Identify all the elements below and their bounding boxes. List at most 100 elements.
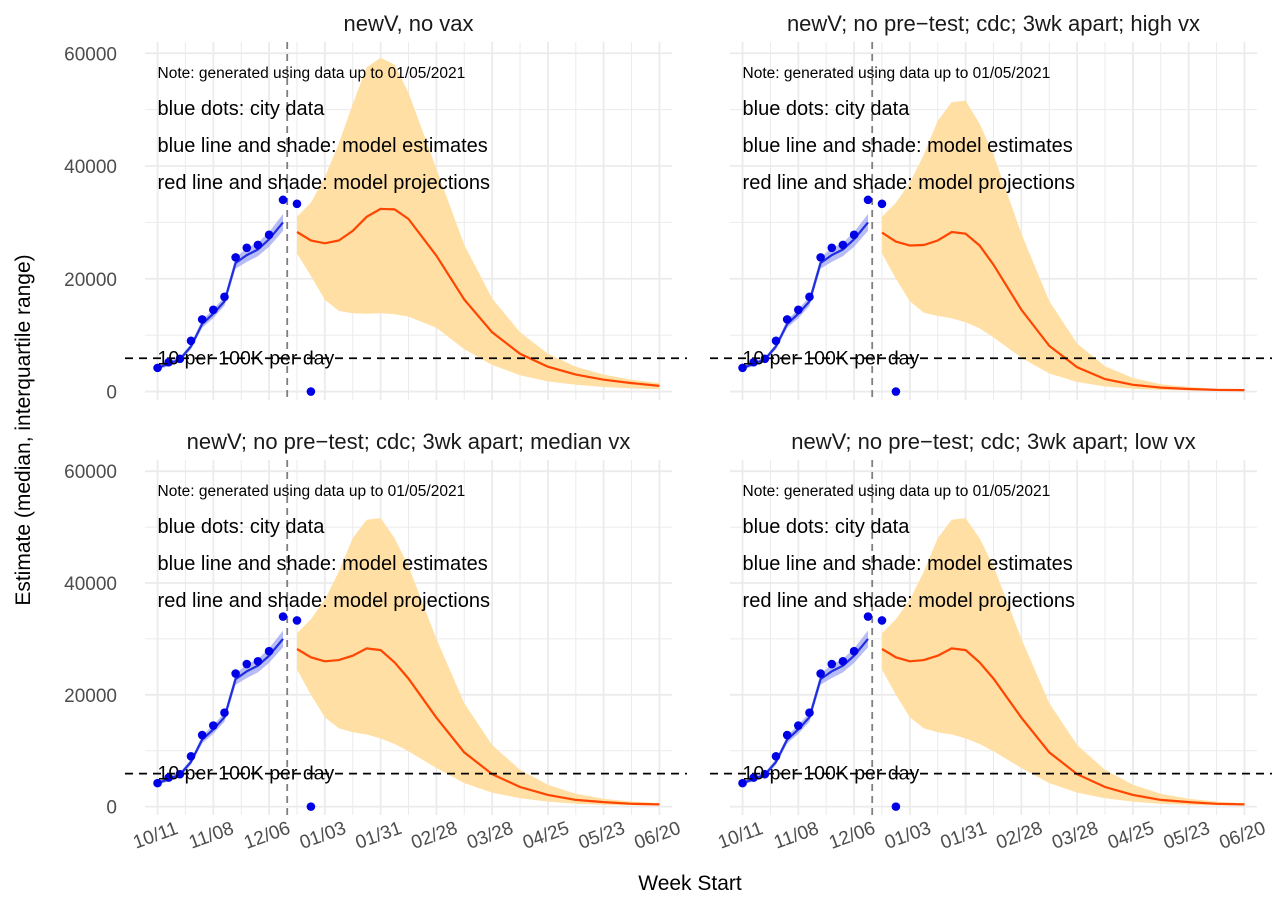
data-point	[863, 195, 873, 205]
estimate-line	[742, 638, 869, 785]
data-point	[816, 669, 825, 678]
data-point	[306, 387, 316, 396]
data-point	[153, 778, 162, 788]
panel-title: newV, no vax	[343, 11, 473, 36]
data-point	[838, 656, 848, 666]
data-point	[760, 354, 770, 364]
panel: 10 per 100K per day Note: generated using…	[710, 11, 1272, 400]
data-point	[253, 656, 263, 666]
x-tick-label: 02/28	[994, 818, 1046, 854]
data-point	[891, 802, 901, 811]
y-tick-label: 40000	[64, 157, 117, 178]
facet-panels: 10 per 100K per day Note: generated using…	[64, 11, 1272, 854]
x-tick-label: 05/23	[576, 818, 628, 854]
annotation-text: red line and shade: model projections	[158, 172, 490, 194]
x-tick-label: 04/25	[520, 818, 572, 854]
annotation-text: blue dots: city data	[158, 516, 326, 538]
data-point	[827, 243, 837, 253]
estimate-band	[157, 214, 283, 370]
x-tick-label: 03/28	[1049, 818, 1101, 854]
threshold-label: 10 per 100K per day	[743, 763, 920, 785]
x-tick-label: 02/28	[409, 818, 461, 854]
data-point	[164, 357, 174, 367]
panel: 10 per 100K per day Note: generated using…	[710, 429, 1272, 854]
data-point	[771, 751, 781, 761]
data-point	[816, 253, 825, 262]
data-point	[186, 336, 196, 346]
annotation-text: blue dots: city data	[743, 98, 911, 120]
data-point	[242, 243, 252, 253]
x-tick-label: 04/25	[1105, 818, 1157, 854]
projection-line	[296, 647, 660, 806]
data-point	[209, 721, 218, 730]
panel-title: newV; no pre−test; cdc; 3wk apart; low v…	[791, 429, 1196, 454]
projection-line	[296, 207, 660, 387]
projection-band	[882, 100, 1245, 391]
threshold-label: 10 per 100K per day	[743, 347, 920, 369]
x-tick-label: 06/20	[1217, 818, 1269, 854]
data-point	[175, 769, 185, 779]
data-point	[749, 357, 759, 367]
annotation-text: blue line and shade: model estimates	[743, 553, 1073, 575]
data-point	[891, 387, 901, 396]
x-tick-label: 05/23	[1161, 818, 1213, 854]
data-point	[805, 708, 814, 717]
data-point	[306, 802, 316, 811]
x-tick-label: 01/31	[938, 818, 990, 854]
annotation-text: red line and shade: model projections	[743, 172, 1075, 194]
data-point	[186, 751, 196, 761]
data-point	[805, 292, 814, 302]
annotation-text: blue line and shade: model estimates	[743, 135, 1073, 157]
data-point	[292, 199, 302, 209]
estimate-line	[742, 221, 869, 369]
data-point	[253, 240, 263, 250]
projection-band	[882, 518, 1245, 806]
data-point	[209, 305, 218, 315]
data-point	[877, 616, 887, 625]
projection-line	[881, 647, 1245, 806]
x-tick-label: 06/20	[632, 818, 684, 854]
data-point	[749, 773, 759, 782]
y-tick-label: 60000	[64, 462, 117, 483]
data-point	[863, 612, 873, 621]
y-tick-label: 20000	[64, 686, 117, 707]
data-point	[264, 646, 274, 656]
x-tick-label: 11/08	[186, 818, 237, 854]
threshold-label: 10 per 100K per day	[158, 347, 335, 369]
data-point	[264, 230, 274, 240]
data-point	[231, 253, 240, 262]
data-point	[771, 336, 781, 346]
x-tick-label: 01/31	[353, 818, 405, 854]
note-text: Note: generated using data up to 01/05/2…	[743, 483, 1051, 500]
y-tick-label: 60000	[64, 44, 117, 65]
projection-band	[297, 57, 660, 390]
x-tick-label: 11/08	[771, 818, 822, 854]
annotation-text: blue dots: city data	[158, 98, 326, 120]
estimate-line	[157, 221, 284, 369]
estimate-line	[157, 638, 284, 785]
note-text: Note: generated using data up to 01/05/2…	[158, 483, 466, 500]
data-point	[197, 315, 207, 324]
data-point	[153, 363, 162, 373]
panel: 10 per 100K per day Note: generated using…	[64, 11, 687, 404]
panel: 10 per 100K per day Note: generated using…	[64, 429, 687, 854]
data-point	[827, 659, 837, 669]
x-tick-label: 10/11	[715, 818, 766, 854]
data-point	[175, 354, 185, 364]
data-point	[794, 305, 803, 315]
data-point	[794, 721, 803, 730]
note-text: Note: generated using data up to 01/05/2…	[158, 65, 466, 82]
projection-band	[297, 518, 660, 806]
annotation-text: red line and shade: model projections	[158, 590, 490, 612]
data-point	[849, 646, 859, 656]
data-point	[738, 778, 747, 788]
x-tick-label: 03/28	[464, 818, 516, 854]
threshold-label: 10 per 100K per day	[158, 763, 335, 785]
data-point	[849, 230, 859, 240]
annotation-text: blue line and shade: model estimates	[158, 135, 488, 157]
x-tick-label: 01/03	[297, 818, 349, 854]
annotation-text: red line and shade: model projections	[743, 590, 1075, 612]
data-point	[877, 199, 887, 209]
y-tick-label: 0	[106, 798, 117, 819]
